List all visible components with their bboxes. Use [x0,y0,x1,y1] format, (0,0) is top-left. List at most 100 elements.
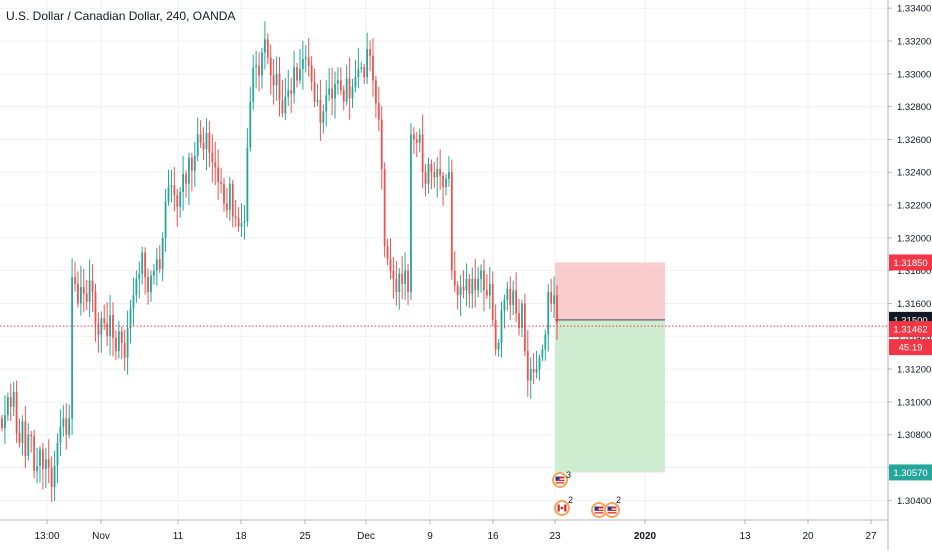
candle-body [363,67,366,78]
candle-body [556,295,558,324]
candle-body [521,303,523,329]
candle-body [246,147,249,222]
candle-body [442,175,444,188]
y-tick-label: 1.33400 [897,4,931,15]
us-flag-stripe [607,511,617,513]
candle-body [44,459,47,470]
candle-body [477,278,480,291]
candle-body [412,134,415,140]
candle-body [345,78,348,102]
candle-body [91,280,94,292]
candle-body [47,459,50,468]
countdown-badge: 45:19 [899,343,923,354]
candle-body [450,172,453,271]
stop-price-badge-bg [889,254,932,271]
candle-body [65,418,68,435]
candle-body [392,270,395,279]
candle-body [518,313,520,329]
candle-body [331,88,333,99]
x-tick-label: Nov [92,531,110,542]
event-marker-us-3[interactable] [552,472,568,488]
us-flag-stripe [594,511,604,513]
candle-body [316,100,319,102]
x-tick-label: 23 [549,531,561,542]
candle-body [4,415,6,429]
candle-body [129,308,132,329]
candle-body [97,323,100,335]
candle-body [211,152,214,163]
us-flag-stripe [607,508,617,510]
candle-body [456,285,459,296]
us-flag-canton [555,476,560,480]
x-tick-label: 20 [802,531,814,542]
candle-body [360,67,363,69]
candle-body [126,328,129,358]
candle-body [290,90,293,94]
candle-body [398,273,401,292]
ca-flag-band [564,504,567,512]
candle-body [410,134,412,292]
event-marker-us-b[interactable] [604,502,620,518]
candle-body [281,100,284,114]
candle-body [471,278,474,294]
x-tick-label: 16 [487,531,499,542]
event-count-label: 2 [568,495,573,505]
y-tick-label: 1.31200 [897,365,931,376]
candle-body [1,418,3,429]
candle-body [468,278,471,294]
candle-body [304,57,307,60]
x-tick-label: 27 [865,531,877,542]
candle-body [115,337,117,352]
chart-title: U.S. Dollar / Canadian Dollar, 240, OAND… [6,9,236,23]
candle-body [532,369,535,373]
candle-body [506,288,509,301]
candle-body [526,351,529,381]
candle-body [106,323,109,337]
candle-body [485,290,488,296]
candle-body [459,287,462,296]
candle-body [509,288,512,306]
last-price-badge: 1.31500 [893,315,927,326]
candle-body [310,65,313,83]
candle-body [339,80,342,91]
y-tick-label: 1.33000 [897,69,931,80]
us-flag-canton [607,506,612,510]
candle-body [150,275,152,292]
candle-body [448,172,450,179]
candle-body [553,295,555,304]
candle-body [176,195,179,207]
candle-body [12,392,15,407]
candle-body [21,421,24,443]
candle-body [404,270,407,284]
y-tick-label: 1.30400 [897,496,931,507]
candle-body [9,396,12,407]
candle-body [278,73,281,101]
candle-body [138,273,141,279]
candle-body [497,342,500,350]
candle-body [258,65,260,76]
event-marker-us-a[interactable] [591,502,607,518]
take-profit-zone[interactable] [555,319,665,473]
bid-price-badge-bg [889,321,932,338]
candle-body [421,134,424,173]
candle-body [383,168,386,247]
candle-body [231,183,234,217]
candle-body [117,331,120,352]
y-tick-label: 1.33200 [897,37,931,48]
event-count-label: 2 [616,495,621,505]
candle-body [541,349,544,358]
event-marker-ca-2[interactable] [554,500,570,516]
candle-body [503,300,506,311]
candle-body [208,132,211,153]
candle-body [182,173,185,192]
target-price-badge: 1.30570 [893,468,927,479]
stop-loss-zone[interactable] [555,262,665,320]
candle-body [179,191,182,207]
candle-body [237,218,240,227]
candle-body [152,270,155,276]
candle-body [433,172,436,178]
candle-body [351,86,354,99]
y-tick-label: 1.32000 [897,233,931,244]
candle-body [199,134,202,143]
